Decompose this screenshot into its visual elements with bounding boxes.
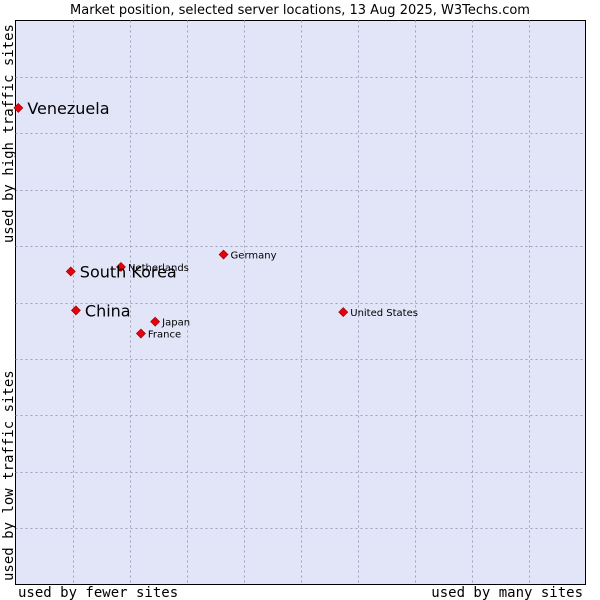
data-point-marker — [116, 262, 126, 272]
data-point-label: Netherlands — [128, 263, 189, 274]
chart-title: Market position, selected server locatio… — [70, 3, 530, 18]
data-point-label: South Korea — [80, 262, 177, 281]
data-point-label: France — [148, 330, 181, 341]
data-point-marker — [13, 102, 24, 113]
data-point-marker — [218, 249, 229, 260]
data-point-marker — [65, 266, 76, 277]
data-point-label: Germany — [231, 251, 277, 262]
data-point-marker — [338, 307, 349, 318]
data-point-label: United States — [350, 308, 418, 319]
grid-lines — [15, 20, 586, 585]
data-point-marker — [135, 328, 146, 339]
y-axis-label-bottom: used by low traffic sites — [1, 370, 17, 581]
plot-area — [15, 20, 586, 585]
data-point-marker — [150, 316, 161, 327]
data-point-label: China — [85, 301, 131, 320]
data-point-label: Venezuela — [27, 99, 109, 118]
x-axis-label-right: used by many sites — [431, 585, 583, 600]
data-point-marker — [70, 305, 81, 316]
data-point-label: Japan — [161, 318, 190, 329]
x-axis-label-left: used by fewer sites — [18, 585, 178, 600]
y-axis-label-top: used by high traffic sites — [1, 24, 17, 243]
